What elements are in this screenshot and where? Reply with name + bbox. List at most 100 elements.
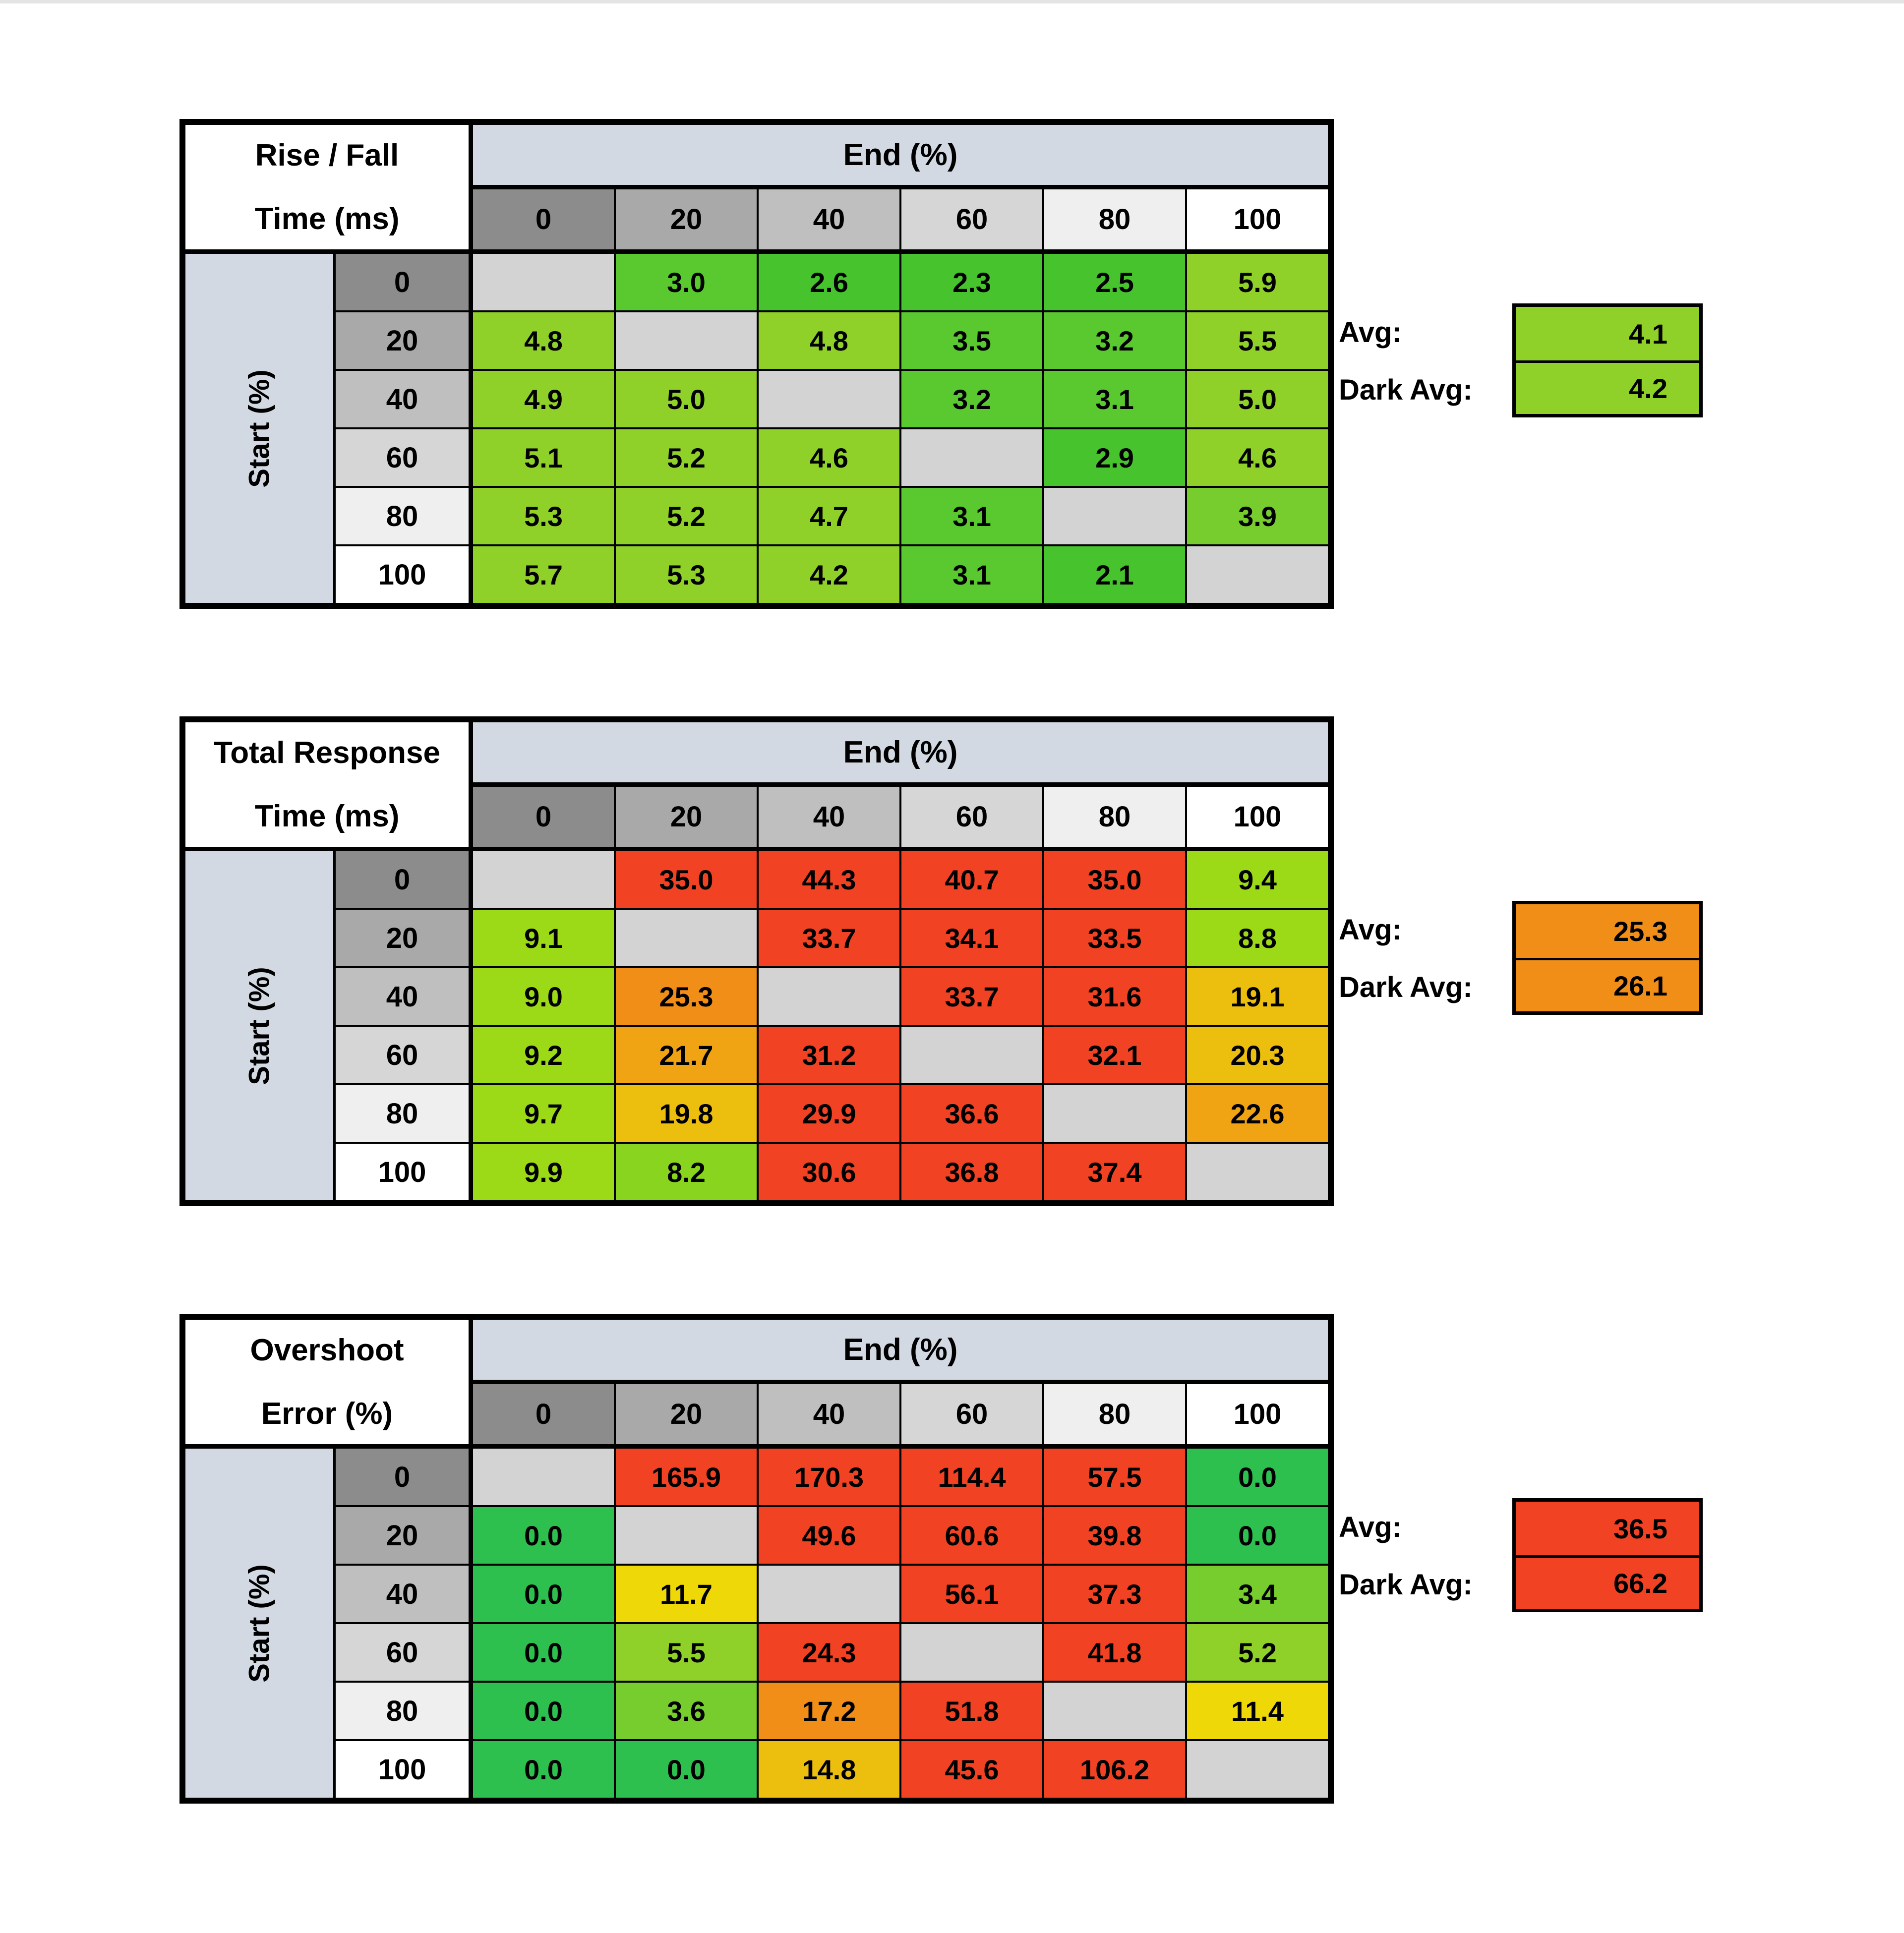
col-header-100: 100	[1186, 188, 1329, 253]
heatmap-cell: 5.0	[1186, 370, 1329, 428]
heatmap-cell: 36.8	[900, 1143, 1043, 1201]
heatmap-cell: 5.2	[615, 487, 758, 545]
heatmap-cell: 5.5	[1186, 311, 1329, 370]
heatmap-cell: 4.8	[472, 311, 615, 370]
heatmap-cell: 35.0	[615, 850, 758, 909]
heatmap-cell: 5.3	[472, 487, 615, 545]
heatmap-cell: 0.0	[615, 1740, 758, 1799]
heatmap-cell: 9.4	[1186, 850, 1329, 909]
heatmap-cell: 5.2	[1186, 1623, 1329, 1682]
heatmap-cell-empty	[1043, 1682, 1186, 1740]
heatmap-cell: 4.7	[758, 487, 900, 545]
heatmap-cell: 4.8	[758, 311, 900, 370]
avg-boxes: 36.5 66.2	[1512, 1498, 1703, 1612]
col-axis-label: End (%)	[472, 1319, 1329, 1383]
heatmap-cell: 3.5	[900, 311, 1043, 370]
avg-label: Avg:	[1339, 1511, 1402, 1543]
heatmap-cell-empty	[900, 1026, 1043, 1084]
heatmap-cell: 9.7	[472, 1084, 615, 1143]
heatmap-cell: 4.6	[1186, 428, 1329, 487]
heatmap-cell-empty	[615, 909, 758, 967]
heatmap-cell: 0.0	[1186, 1448, 1329, 1506]
heatmap-cell: 4.6	[758, 428, 900, 487]
heatmap-cell: 56.1	[900, 1565, 1043, 1623]
heatmap-cell: 40.7	[900, 850, 1043, 909]
heatmap-cell-empty	[472, 253, 615, 311]
table-title: Overshoot Error (%)	[184, 1319, 472, 1448]
heatmap-cell: 170.3	[758, 1448, 900, 1506]
avg-boxes: 4.1 4.2	[1512, 303, 1703, 417]
col-header-80: 80	[1043, 188, 1186, 253]
heatmap-cell-empty	[758, 370, 900, 428]
heatmap-cell: 0.0	[1186, 1506, 1329, 1565]
heatmap-cell: 22.6	[1186, 1084, 1329, 1143]
heatmap-cell: 29.9	[758, 1084, 900, 1143]
heatmap-cell: 11.7	[615, 1565, 758, 1623]
heatmap-cell-empty	[1043, 487, 1186, 545]
avg-labels: Avg: Dark Avg:	[1339, 1498, 1512, 1613]
avg-boxes: 25.3 26.1	[1512, 901, 1703, 1015]
heatmap-cell: 49.6	[758, 1506, 900, 1565]
col-axis-label: End (%)	[472, 721, 1329, 786]
heatmap-cell-empty	[900, 428, 1043, 487]
heatmap-cell: 9.1	[472, 909, 615, 967]
row-header-100: 100	[335, 545, 472, 604]
heatmap-table-1: Total Response Time (ms) End (%) 0 20 40 60 80 1…	[179, 716, 1703, 1206]
dark-avg-value-box: 4.2	[1516, 360, 1699, 414]
row-axis-label-text: Start (%)	[243, 369, 276, 488]
row-axis-label: Start (%)	[184, 253, 335, 604]
heatmap-cell: 24.3	[758, 1623, 900, 1682]
heatmap-cell: 3.6	[615, 1682, 758, 1740]
heatmap-cell-empty	[472, 850, 615, 909]
heatmap-cell-empty	[1186, 1143, 1329, 1201]
col-header-40: 40	[758, 1383, 900, 1448]
heatmap-cell: 165.9	[615, 1448, 758, 1506]
table-title: Rise / Fall Time (ms)	[184, 124, 472, 253]
avg-value-box: 4.1	[1516, 307, 1699, 360]
heatmap-cell: 3.9	[1186, 487, 1329, 545]
heatmap-grid: Rise / Fall Time (ms) End (%) 0 20 40 60 80 100 S…	[179, 119, 1334, 609]
dark-avg-label: Dark Avg:	[1339, 1568, 1473, 1601]
avg-value-box: 25.3	[1516, 904, 1699, 958]
heatmap-cell: 32.1	[1043, 1026, 1186, 1084]
heatmap-cell: 4.9	[472, 370, 615, 428]
col-header-20: 20	[615, 786, 758, 850]
heatmap-cell-empty	[472, 1448, 615, 1506]
heatmap-cell: 3.1	[1043, 370, 1186, 428]
table-title: Total Response Time (ms)	[184, 721, 472, 850]
heatmap-cell: 37.3	[1043, 1565, 1186, 1623]
heatmap-cell: 9.0	[472, 967, 615, 1026]
heatmap-cell: 2.6	[758, 253, 900, 311]
heatmap-cell: 5.9	[1186, 253, 1329, 311]
heatmap-cell: 3.4	[1186, 1565, 1329, 1623]
col-axis-label: End (%)	[472, 124, 1329, 188]
heatmap-cell-empty	[1043, 1084, 1186, 1143]
table-title-line: Overshoot	[250, 1333, 404, 1367]
heatmap-cell: 17.2	[758, 1682, 900, 1740]
heatmap-cell: 21.7	[615, 1026, 758, 1084]
heatmap-cell: 3.0	[615, 253, 758, 311]
heatmap-cell: 60.6	[900, 1506, 1043, 1565]
heatmap-cell: 34.1	[900, 909, 1043, 967]
heatmap-cell-empty	[758, 967, 900, 1026]
col-header-40: 40	[758, 188, 900, 253]
heatmap-cell: 5.5	[615, 1623, 758, 1682]
heatmap-cell: 0.0	[472, 1565, 615, 1623]
row-header-80: 80	[335, 1682, 472, 1740]
dark-avg-label: Dark Avg:	[1339, 373, 1473, 406]
row-header-20: 20	[335, 311, 472, 370]
row-axis-label-text: Start (%)	[243, 1564, 276, 1683]
heatmap-cell: 5.2	[615, 428, 758, 487]
dark-avg-label: Dark Avg:	[1339, 971, 1473, 1003]
heatmap-cell: 31.6	[1043, 967, 1186, 1026]
col-header-0: 0	[472, 786, 615, 850]
row-header-40: 40	[335, 1565, 472, 1623]
table-title-line: Time (ms)	[254, 799, 400, 833]
row-header-60: 60	[335, 428, 472, 487]
table-title-line: Error (%)	[261, 1396, 393, 1431]
col-header-100: 100	[1186, 786, 1329, 850]
row-header-0: 0	[335, 850, 472, 909]
heatmap-cell: 39.8	[1043, 1506, 1186, 1565]
heatmap-cell-empty	[1186, 1740, 1329, 1799]
avg-panel: Avg: Dark Avg: 25.3 26.1	[1339, 901, 1703, 1016]
